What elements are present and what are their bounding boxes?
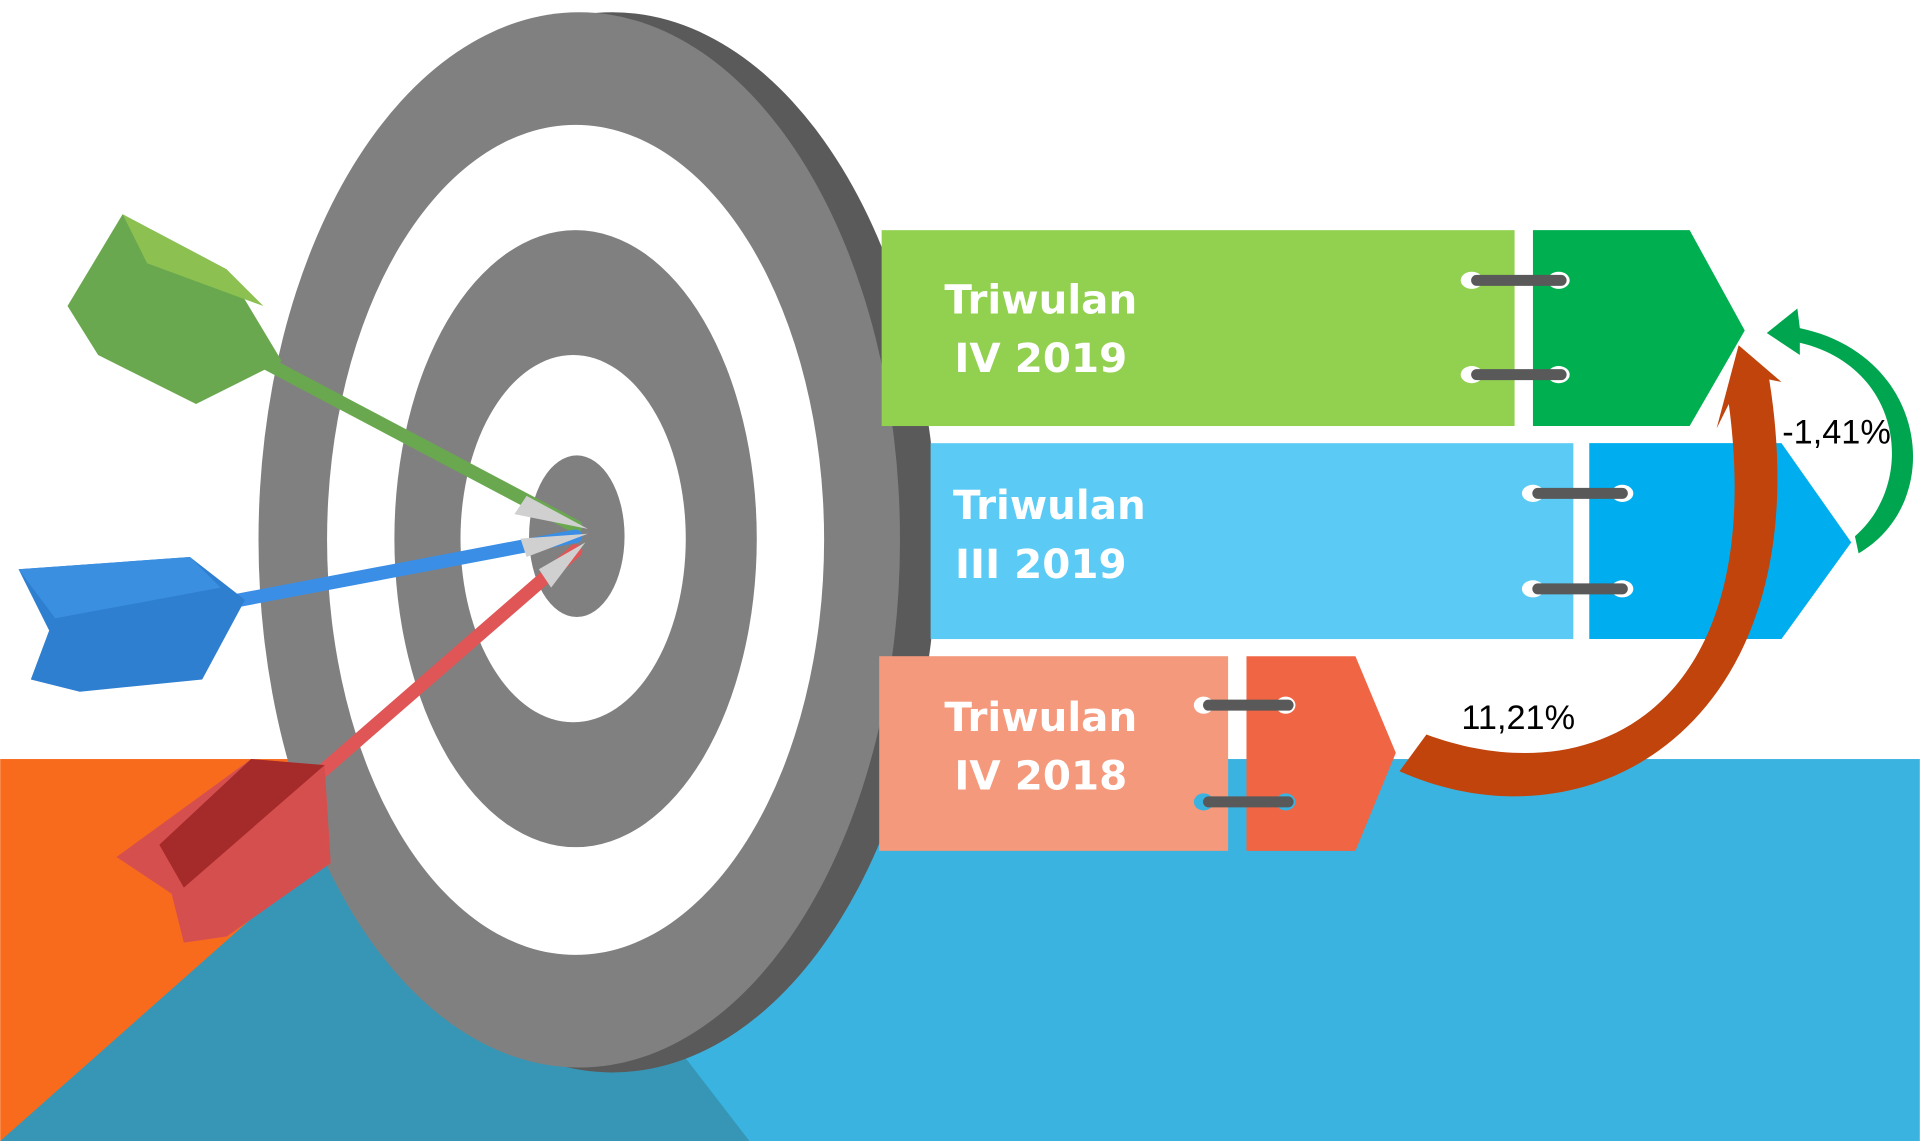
bar-q4-2019 — [881, 230, 1745, 427]
dart-red — [116, 542, 586, 943]
period-label: Triwulan — [953, 481, 1146, 529]
period-label: Triwulan — [944, 693, 1137, 741]
target — [258, 12, 937, 1073]
bar-q3-2019 — [930, 443, 1852, 640]
period-label: IV 2019 — [954, 334, 1127, 382]
change-label: 11,21% — [1461, 699, 1575, 737]
period-label: IV 2018 — [954, 752, 1127, 800]
dart-blue — [18, 529, 588, 692]
dart-green — [67, 214, 588, 534]
bar-q4-2018 — [879, 656, 1396, 851]
change-label: -1,41% — [1782, 414, 1891, 452]
period-label: III 2019 — [955, 540, 1127, 588]
arrow-green — [1766, 308, 1914, 554]
period-label: Triwulan — [944, 275, 1137, 323]
ground-shadow — [0, 856, 750, 1141]
arrow-orange — [1399, 345, 1782, 797]
